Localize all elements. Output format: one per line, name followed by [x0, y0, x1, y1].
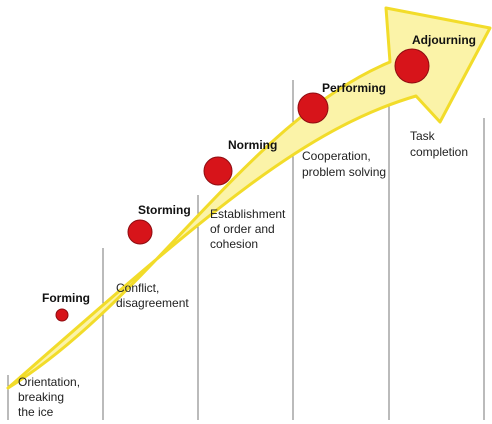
desc-line: of order and [210, 222, 275, 236]
desc-line: cohesion [210, 237, 258, 251]
desc-line: Task [410, 129, 436, 143]
stage-dot-norming [203, 156, 233, 186]
stage-dot-storming [127, 219, 153, 245]
stage-markers [55, 48, 430, 322]
desc-line: Cooperation, [302, 149, 371, 163]
stage-desc-forming: Orientation, breaking the ice [18, 375, 83, 419]
stage-desc-adjourning: Task completion [410, 129, 468, 159]
desc-line: Orientation, [18, 375, 80, 389]
desc-line: breaking [18, 390, 64, 404]
desc-line: the ice [18, 405, 54, 419]
stage-desc-performing: Cooperation, problem solving [302, 149, 386, 179]
desc-line: Conflict, [116, 281, 159, 295]
stage-title-performing: Performing [322, 81, 386, 95]
stage-titles: Forming Storming Norming Performing Adjo… [42, 33, 476, 305]
growth-arrow [6, 6, 492, 390]
stage-title-norming: Norming [228, 138, 277, 152]
desc-line: completion [410, 145, 468, 159]
stage-dot-adjourning [394, 48, 430, 84]
stage-descriptions: Orientation, breaking the ice Conflict, … [18, 129, 468, 419]
stage-title-adjourning: Adjourning [412, 33, 476, 47]
stage-dot-forming [55, 308, 69, 322]
stage-dot-performing [297, 92, 329, 124]
stage-title-forming: Forming [42, 291, 90, 305]
desc-line: Establishment [210, 207, 286, 221]
stage-desc-norming: Establishment of order and cohesion [210, 207, 289, 251]
stage-desc-storming: Conflict, disagreement [116, 281, 189, 310]
desc-line: disagreement [116, 296, 189, 310]
stage-title-storming: Storming [138, 203, 191, 217]
desc-line: problem solving [302, 165, 386, 179]
